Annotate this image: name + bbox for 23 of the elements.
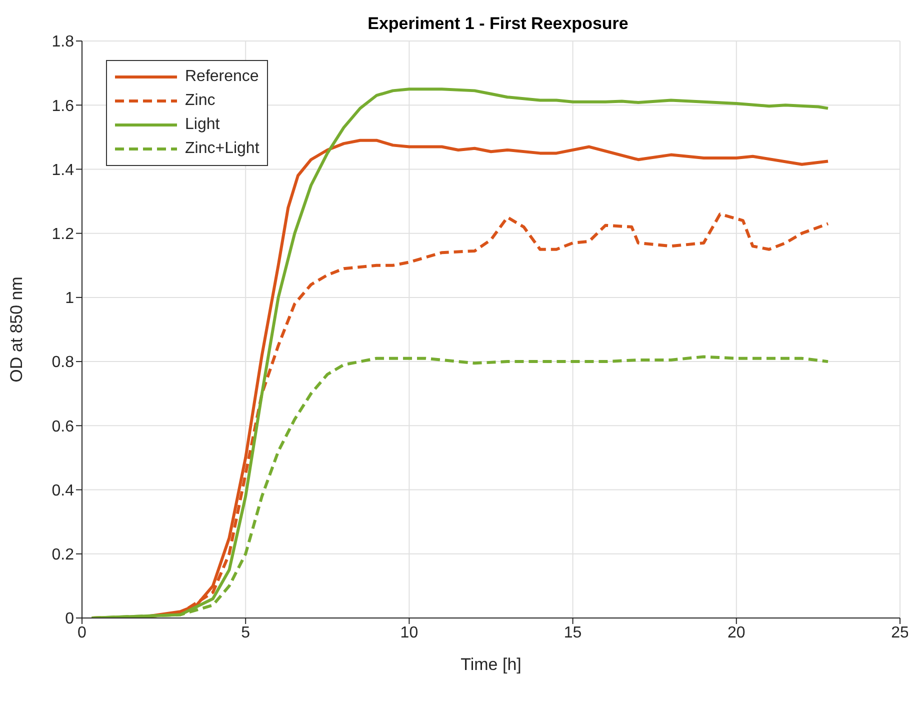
legend-label: Light: [185, 116, 220, 134]
y-tick-label: 1: [65, 290, 74, 308]
y-tick-label: 1.4: [52, 162, 74, 179]
y-tick-label: 1.6: [52, 98, 74, 115]
x-tick-label: 0: [78, 624, 87, 642]
legend-label: Zinc+Light: [185, 140, 260, 158]
y-tick-label: 0.8: [52, 354, 74, 372]
y-tick-label: 0.2: [52, 546, 74, 564]
chart-title: Experiment 1 - First Reexposure: [366, 14, 630, 34]
y-axis-title: OD at 850 nm: [7, 276, 26, 382]
y-tick-label: 0.4: [52, 482, 74, 500]
x-tick-label: 10: [400, 624, 418, 642]
x-tick-label: 15: [564, 624, 582, 642]
x-tick-label: 20: [728, 624, 746, 642]
y-tick-label: 1.2: [52, 226, 74, 244]
x-tick-label: 25: [891, 624, 909, 642]
y-tick-label: 0: [65, 610, 74, 628]
legend-label: Zinc: [185, 92, 216, 110]
y-tick-label: 0.6: [52, 418, 74, 436]
x-axis-title: Time [h]: [460, 655, 522, 674]
legend-label: Reference: [185, 68, 259, 86]
x-tick-label: 5: [241, 624, 250, 642]
y-tick-label: 1.8: [52, 34, 74, 51]
